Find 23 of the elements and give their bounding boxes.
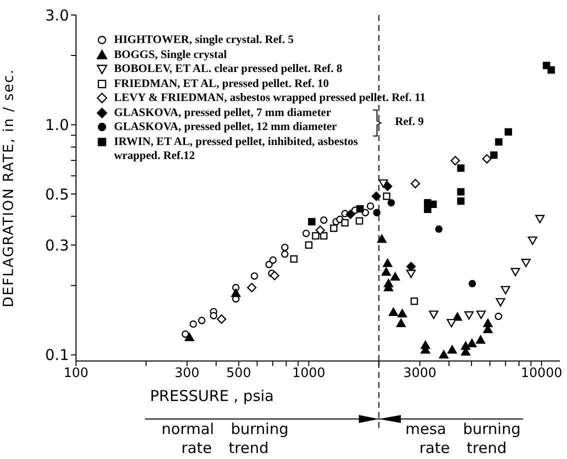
y-tick-label: 3.0: [45, 6, 69, 24]
legend-label: BOBOLEV, ET AL. clear pressed pellet. Ref. 8: [114, 62, 342, 76]
annotation: Ref. 9: [395, 115, 424, 130]
legend-label: HIGHTOWER, single crystal. Ref. 5: [114, 33, 294, 48]
x-tick-label: 500: [226, 366, 252, 382]
x-tick-label: 100: [64, 366, 88, 382]
y-tick-label: 1.0: [45, 116, 69, 134]
legend-label: IRWIN, ET AL, pressed pellet, inhibited, asbestos wrapped. Ref.12: [114, 134, 359, 164]
y-tick-label: 0.3: [45, 236, 69, 254]
x-tick-label: 300: [174, 366, 200, 382]
y-tick-label: 0.1: [45, 346, 69, 364]
x-axis-title: PRESSURE , psia: [150, 387, 274, 405]
x-tick-label: 3000: [403, 366, 436, 382]
text: normal burning rate trend: [160, 420, 290, 458]
text: mesa burning rate trend: [404, 420, 522, 458]
legend-label: GLASKOVA, pressed pellet, 12 mm diameter: [114, 120, 337, 134]
x-tick-label: 1000: [292, 366, 326, 382]
y-tick-label: 0.5: [45, 185, 69, 204]
y-axis-title: DEFLAGRATION RATE, in / sec.: [0, 68, 17, 308]
legend-label: GLASKOVA, pressed pellet, 7 mm diameter: [114, 106, 332, 120]
legend-label: FRIEDMAN, ET AL, pressed pellet. Ref. 10: [114, 76, 329, 91]
legend-label: BOGGS, Single crystal: [114, 48, 227, 62]
x-tick-label: 10000: [520, 366, 562, 382]
